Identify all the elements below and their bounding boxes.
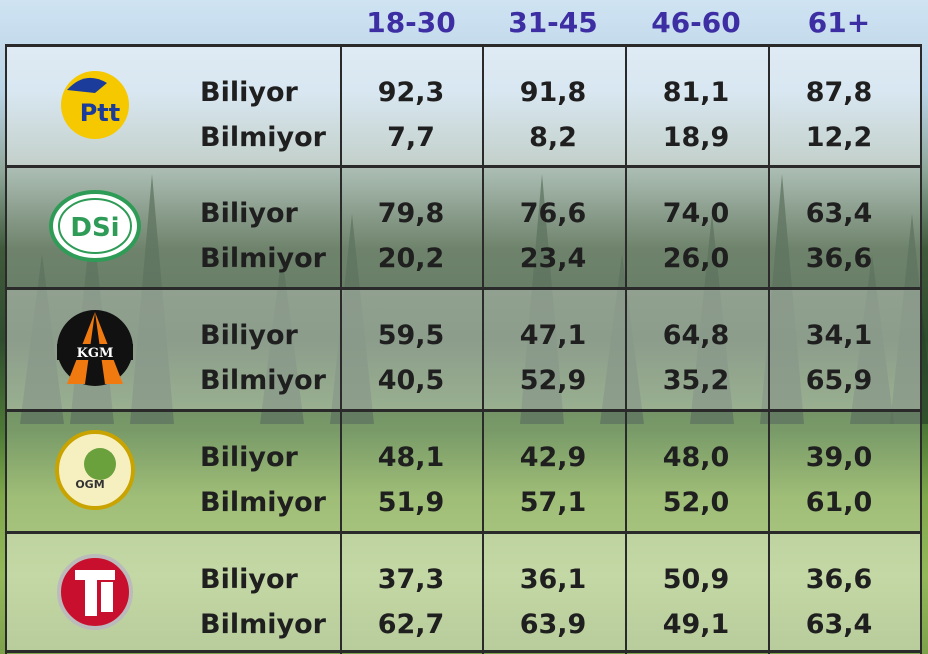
cell-value: 62,7 xyxy=(340,609,482,640)
cell-value: 81,1 xyxy=(625,77,767,108)
cell-value: 34,1 xyxy=(768,320,910,351)
cell-value: 36,6 xyxy=(768,243,910,274)
cell-value: 50,9 xyxy=(625,564,767,595)
logo: DSi xyxy=(45,186,145,266)
cell-value: 65,9 xyxy=(768,365,910,396)
cell-value: 48,1 xyxy=(340,442,482,473)
column-header: 31-45 xyxy=(482,0,624,45)
cell-value: 74,0 xyxy=(625,198,767,229)
row-label: Biliyor xyxy=(200,77,298,108)
cell-value: 36,1 xyxy=(482,564,624,595)
cell-value: 63,9 xyxy=(482,609,624,640)
logo: KGM xyxy=(45,308,145,388)
column-border xyxy=(340,45,342,654)
cell-value: 42,9 xyxy=(482,442,624,473)
cell-value: 63,4 xyxy=(768,609,910,640)
cell-value: 23,4 xyxy=(482,243,624,274)
row-border xyxy=(5,531,922,534)
logo-text: Ptt xyxy=(80,99,121,127)
cell-value: 47,1 xyxy=(482,320,624,351)
row-label: Bilmiyor xyxy=(200,609,326,640)
cell-value: 76,6 xyxy=(482,198,624,229)
cell-value: 40,5 xyxy=(340,365,482,396)
logo: Ptt xyxy=(45,65,145,145)
column-border xyxy=(920,45,922,654)
cell-value: 92,3 xyxy=(340,77,482,108)
cell-value: 20,2 xyxy=(340,243,482,274)
row-label: Bilmiyor xyxy=(200,243,326,274)
cell-value: 26,0 xyxy=(625,243,767,274)
cell-value: 59,5 xyxy=(340,320,482,351)
cell-value: 39,0 xyxy=(768,442,910,473)
cell-value: 52,0 xyxy=(625,487,767,518)
cell-value: 64,8 xyxy=(625,320,767,351)
row-label: Biliyor xyxy=(200,442,298,473)
column-border xyxy=(625,45,627,654)
row-border xyxy=(5,165,922,168)
cell-value: 61,0 xyxy=(768,487,910,518)
row-border xyxy=(5,287,922,290)
row-label: Bilmiyor xyxy=(200,122,326,153)
row-border xyxy=(5,650,922,653)
cell-value: 7,7 xyxy=(340,122,482,153)
row-label: Bilmiyor xyxy=(200,365,326,396)
cell-value: 35,2 xyxy=(625,365,767,396)
row-label: Biliyor xyxy=(200,198,298,229)
logo-text: OGM xyxy=(75,478,104,491)
cell-value: 87,8 xyxy=(768,77,910,108)
cell-value: 49,1 xyxy=(625,609,767,640)
row-label: Biliyor xyxy=(200,320,298,351)
row-border xyxy=(5,44,922,47)
row-label: Bilmiyor xyxy=(200,487,326,518)
cell-value: 57,1 xyxy=(482,487,624,518)
column-header: 18-30 xyxy=(340,0,482,45)
column-border xyxy=(5,45,7,654)
cell-value: 37,3 xyxy=(340,564,482,595)
cell-value: 8,2 xyxy=(482,122,624,153)
cell-value: 18,9 xyxy=(625,122,767,153)
column-border xyxy=(768,45,770,654)
cell-value: 51,9 xyxy=(340,487,482,518)
cell-value: 36,6 xyxy=(768,564,910,595)
cell-value: 79,8 xyxy=(340,198,482,229)
slide: 18-3031-4546-6061+ Ptt Biliyor 92,391,881,1… xyxy=(0,0,928,654)
cell-value: 63,4 xyxy=(768,198,910,229)
column-header: 46-60 xyxy=(625,0,767,45)
cell-value: 52,9 xyxy=(482,365,624,396)
cell-value: 91,8 xyxy=(482,77,624,108)
column-header: 61+ xyxy=(768,0,910,45)
row-label: Biliyor xyxy=(200,564,298,595)
logo xyxy=(45,552,145,632)
logo-text: KGM xyxy=(77,346,114,361)
logo-text: DSi xyxy=(70,213,119,243)
cell-value: 12,2 xyxy=(768,122,910,153)
row-border xyxy=(5,409,922,412)
column-border xyxy=(482,45,484,654)
logo: OGM xyxy=(45,430,145,510)
cell-value: 48,0 xyxy=(625,442,767,473)
